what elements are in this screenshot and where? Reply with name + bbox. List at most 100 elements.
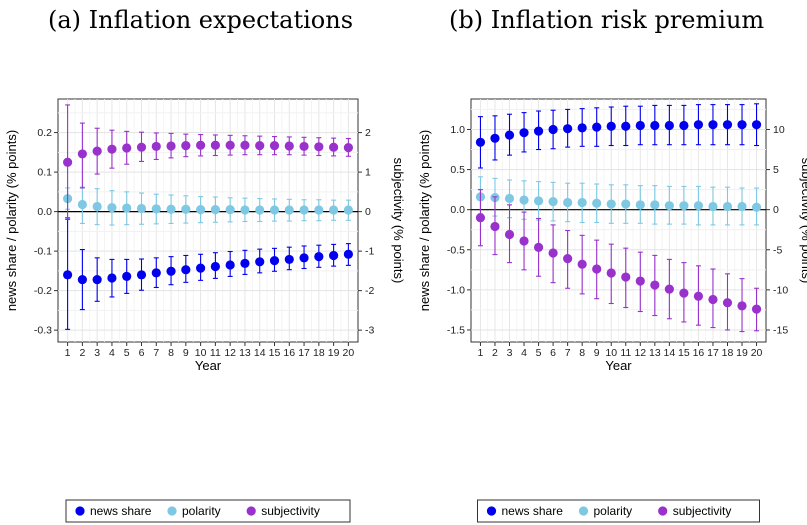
- panel-b-legend-polarity-marker: [578, 506, 589, 516]
- panel-a-polarity-point: [225, 205, 235, 215]
- panel-a-subjectivity-point: [299, 141, 309, 152]
- panel-b-legend-news-share-label: news share: [502, 504, 564, 518]
- panel-b-polarity-point: [606, 199, 616, 209]
- panel-b-subjectivity-point: [693, 291, 704, 301]
- panel-b-xtick-label: 8: [579, 347, 585, 359]
- panel-b-news-share-point: [693, 120, 704, 130]
- panel-a-subjectivity-point: [343, 143, 353, 153]
- panel-a-xtick-label: 20: [343, 347, 355, 359]
- panel-a-title: (a) Inflation expectations: [48, 6, 354, 34]
- panel-a-polarity-point: [255, 205, 265, 215]
- panel-a-ytick-label: -0.2: [34, 285, 52, 297]
- panel-a-xtick-label: 1: [65, 347, 71, 359]
- panel-b-news-share-point: [548, 124, 558, 135]
- panel-b-news-share-point: [519, 128, 529, 138]
- panel-a-subjectivity-point: [151, 141, 161, 152]
- panel-a-polarity-point: [77, 199, 87, 210]
- panel-a-polarity-point: [196, 205, 206, 215]
- panel-a-polarity-point: [299, 205, 309, 215]
- panel-b-legend-news-share-marker: [486, 506, 497, 516]
- panel-a-news-share-point: [63, 270, 73, 280]
- panel-b-y2axis-title: subjectivity (% points): [799, 158, 807, 284]
- panel-a-news-share-point: [255, 257, 265, 267]
- panel-a-polarity-point: [343, 205, 353, 215]
- panel-a-polarity-point: [314, 205, 324, 215]
- panel-a-polarity-point: [122, 203, 132, 213]
- panel-a-polarity-point: [181, 204, 191, 214]
- panel-a-news-share-point: [284, 254, 294, 265]
- panel-a-subjectivity-point: [314, 142, 324, 152]
- panel-b-news-share-point: [563, 124, 573, 134]
- panel-a-polarity-point: [269, 205, 280, 215]
- panel-a-polarity-point: [240, 205, 250, 215]
- panel-a-xtick-label: 3: [94, 347, 100, 359]
- panel-b-subjectivity-point: [577, 259, 587, 269]
- panel-a-news-share-point: [122, 271, 132, 282]
- panel-a-xtick-label: 4: [109, 347, 115, 359]
- panel-b-xtick-label: 14: [664, 347, 676, 359]
- panel-a-polarity-point: [329, 205, 339, 215]
- panel-b-subjectivity-point: [751, 304, 762, 314]
- panel-a-news-share-point: [314, 252, 324, 262]
- panel-b-xtick-label: 6: [550, 347, 556, 359]
- panel-b-news-share-point: [664, 120, 674, 131]
- panel-b-xtick-label: 12: [634, 347, 646, 359]
- panel-a-ytick-label: 0.0: [37, 206, 52, 218]
- panel-a-xtick-label: 11: [210, 347, 221, 359]
- panel-a-y2tick-label: -3: [365, 325, 374, 337]
- panel-a-subjectivity-point: [255, 141, 265, 151]
- panel-b-news-share-point: [533, 126, 544, 136]
- panel-a-xtick-label: 14: [254, 347, 266, 359]
- panel-a-legend-news-share-marker: [75, 506, 85, 516]
- panel-a-legend-news-share-label: news share: [90, 504, 152, 518]
- panel-a-y2tick-label: -2: [365, 285, 374, 297]
- panel-a-news-share-point: [240, 258, 250, 268]
- panel-b-xtick-label: 20: [751, 347, 763, 359]
- panel-b-subjectivity-point: [621, 272, 631, 282]
- panel-b-polarity-point: [533, 196, 544, 206]
- panel-b-subjectivity-point: [635, 276, 645, 286]
- panel-b-subjectivity-point: [664, 284, 674, 294]
- panel-a-legend: [65, 499, 351, 523]
- panel-b-news-share-point: [635, 120, 645, 131]
- panel-b-subjectivity-point: [679, 288, 689, 298]
- panel-b-xtick-label: 18: [722, 347, 734, 359]
- panel-b-xtick-label: 15: [678, 347, 690, 359]
- panel-b-subjectivity-point: [722, 298, 733, 308]
- panel-a-subjectivity-point: [181, 141, 191, 151]
- panel-a-news-share-point: [92, 274, 102, 285]
- panel-b-xtick-label: 16: [693, 347, 705, 359]
- panel-a-ytick-label: 0.1: [37, 167, 52, 179]
- panel-a-subjectivity-point: [122, 143, 132, 153]
- panel-a-subjectivity-point: [329, 142, 339, 152]
- panel-a-polarity-point: [151, 204, 161, 214]
- panel-b-y2tick-label: -10: [773, 284, 788, 296]
- panel-a-xtick-label: 9: [183, 347, 189, 359]
- panel-b-ytick-label: -1.5: [447, 324, 465, 336]
- panel-b-yaxis-title: news share / polarity (% points): [417, 130, 432, 311]
- panel-a-news-share-point: [196, 263, 206, 273]
- panel-a-polarity-point: [107, 203, 117, 213]
- panel-b-y2tick-label: -15: [773, 324, 788, 336]
- panel-b-legend: [477, 499, 760, 523]
- panel-b-polarity-point: [504, 193, 515, 204]
- panel-b-polarity-point: [548, 197, 558, 207]
- panel-a-subjectivity-point: [284, 141, 294, 151]
- panel-a-xtick-label: 13: [239, 347, 251, 359]
- panel-a-subjectivity-point: [136, 142, 147, 152]
- panel-a-ytick-label: 0.2: [37, 127, 52, 139]
- panel-b-xtick-label: 17: [707, 347, 719, 359]
- panel-b-xtick-label: 13: [649, 347, 661, 359]
- panel-a-subjectivity-point: [269, 141, 280, 151]
- panel-b-polarity-point: [737, 201, 747, 212]
- panel-b-subjectivity-point: [490, 221, 500, 232]
- panel-b-y2tick-label: 5: [773, 164, 779, 176]
- panel-b-news-share-point: [475, 137, 486, 147]
- panel-b-xaxis-title: Year: [605, 358, 632, 373]
- panel-b-subjectivity-point: [737, 301, 747, 311]
- panel-b-subjectivity-point: [592, 264, 602, 274]
- panel-a-y2axis-title: subjectivity (% points): [391, 158, 406, 284]
- panel-b-legend-subjectivity-label: subjectivity: [673, 504, 732, 518]
- panel-b-subjectivity-point: [475, 213, 486, 223]
- panel-a-ytick-label: -0.1: [34, 246, 52, 258]
